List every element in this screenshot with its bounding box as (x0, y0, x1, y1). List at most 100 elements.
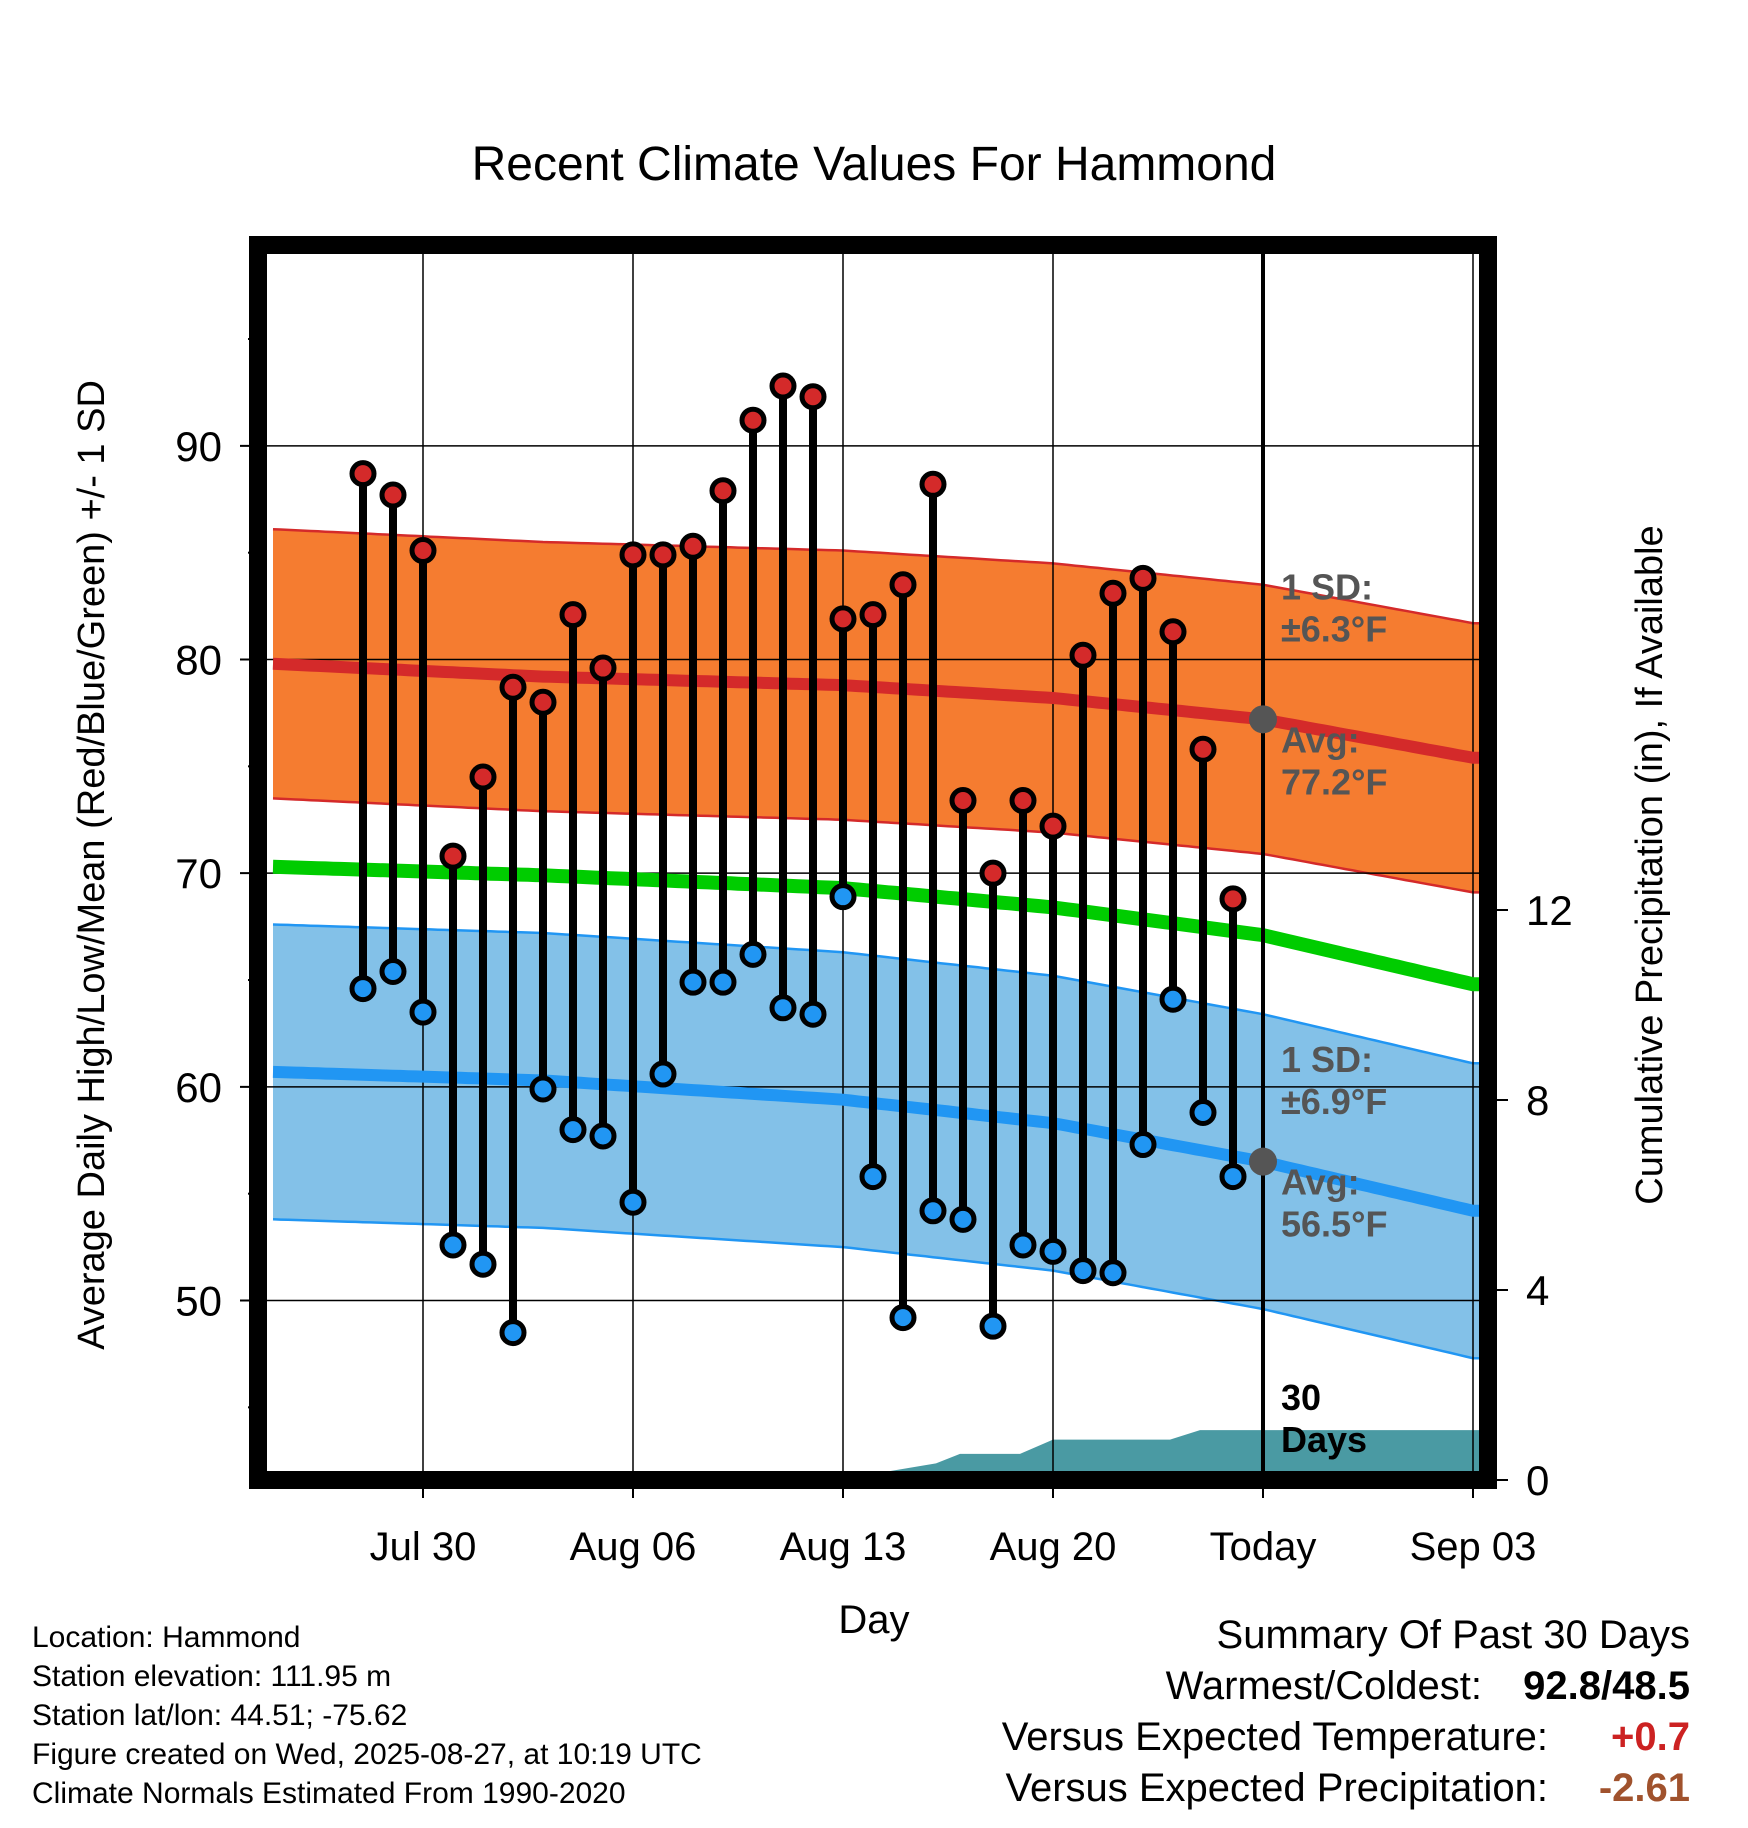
daily-low-point (439, 1231, 467, 1259)
y-tick-label: 50 (175, 1278, 222, 1325)
daily-low-point (1189, 1098, 1217, 1126)
daily-low-point (1099, 1259, 1127, 1287)
daily-low-point (409, 998, 437, 1026)
summary-precip: Versus Expected Precipitation: -2.61 (1002, 1763, 1690, 1814)
y-tick-label: 90 (175, 423, 222, 470)
daily-low-point (379, 957, 407, 985)
daily-low-point (469, 1250, 497, 1278)
daily-low-point (949, 1205, 977, 1233)
daily-low-point (1129, 1131, 1157, 1159)
y-right-tick-label: 12 (1526, 887, 1573, 934)
temp-vs-expected-value: +0.7 (1611, 1715, 1690, 1759)
y-right-tick-label: 8 (1526, 1077, 1549, 1124)
y-tick-label: 60 (175, 1064, 222, 1111)
daily-low-point (709, 968, 737, 996)
daily-low-point (529, 1075, 557, 1103)
daily-low-point (679, 968, 707, 996)
daily-low-point (1159, 985, 1187, 1013)
plot-frame (249, 236, 1497, 1489)
daily-high-point (1129, 564, 1157, 592)
normals-text: Climate Normals Estimated From 1990-2020 (32, 1777, 626, 1810)
daily-high-point (529, 688, 557, 716)
daily-high-point (1069, 641, 1097, 669)
x-tick-label: Sep 03 (1410, 1525, 1537, 1569)
high-avg-value-annotation: 77.2°F (1281, 761, 1387, 802)
today-high-avg-marker (1249, 705, 1277, 734)
daily-high-point (409, 537, 437, 565)
chart-title: Recent Climate Values For Hammond (472, 138, 1277, 191)
daily-high-point (1039, 812, 1067, 840)
y-tick-label: 70 (175, 850, 222, 897)
daily-low-point (1219, 1163, 1247, 1191)
daily-low-point (799, 1000, 827, 1028)
low-sd-annotation: 1 SD: (1281, 1039, 1373, 1080)
created-text: Figure created on Wed, 2025-08-27, at 10… (32, 1738, 702, 1771)
low-avg-annotation: Avg: (1281, 1162, 1360, 1203)
daily-high-point (1219, 885, 1247, 913)
period-annotation-days: Days (1281, 1419, 1367, 1460)
daily-high-point (859, 601, 887, 629)
y-right-tick-label: 0 (1526, 1457, 1549, 1504)
daily-high-point (919, 470, 947, 498)
daily-high-point (979, 859, 1007, 887)
y-axis-label-right: Cumulative Precipitation (in), If Availa… (1629, 525, 1671, 1204)
precip-vs-expected-value: -2.61 (1598, 1766, 1690, 1810)
daily-high-point (619, 541, 647, 569)
period-annotation: 30 (1281, 1377, 1321, 1418)
daily-high-point (1099, 579, 1127, 607)
summary-temp: Versus Expected Temperature: +0.7 (1002, 1712, 1690, 1763)
x-tick-label: Jul 30 (370, 1525, 477, 1569)
daily-high-point (589, 654, 617, 682)
low-sd-upper-edge (272, 923, 1488, 1065)
x-axis-label: Day (838, 1598, 909, 1642)
daily-low-point (619, 1188, 647, 1216)
daily-high-point (649, 541, 677, 569)
daily-high-point (799, 383, 827, 411)
latlon-text: Station lat/lon: 44.51; -75.62 (32, 1699, 408, 1732)
daily-high-point (349, 460, 377, 488)
high-sd-lower-edge (272, 797, 1488, 894)
high-avg-annotation: Avg: (1281, 719, 1360, 760)
daily-low-point (589, 1122, 617, 1150)
today-low-avg-marker (1249, 1147, 1277, 1176)
normal-mean-line (272, 859, 1488, 992)
y-axis-label-left: Average Daily High/Low/Mean (Red/Blue/Gr… (71, 380, 113, 1350)
daily-low-point (1069, 1257, 1097, 1285)
daily-low-point (1009, 1231, 1037, 1259)
precip-vs-expected-label: Versus Expected Precipitation: (1005, 1766, 1548, 1810)
x-tick-label: Aug 06 (570, 1525, 697, 1569)
y-right-tick-label: 4 (1526, 1267, 1549, 1314)
daily-high-point (1189, 735, 1217, 763)
low-avg-value-annotation: 56.5°F (1281, 1204, 1387, 1245)
x-tick-label: Today (1210, 1525, 1317, 1569)
high-sd-annotation: 1 SD: (1281, 567, 1373, 608)
daily-high-point (829, 605, 857, 633)
daily-low-point (889, 1304, 917, 1332)
daily-high-point (709, 477, 737, 505)
daily-low-point (769, 994, 797, 1022)
daily-high-point (1159, 618, 1187, 646)
station-info: Location: Hammond Station elevation: 111… (32, 1618, 702, 1813)
daily-low-point (739, 940, 767, 968)
daily-low-point (829, 883, 857, 911)
daily-low-point (1039, 1237, 1067, 1265)
daily-high-point (889, 571, 917, 599)
precipitation-area (837, 1430, 1488, 1480)
normal-high-line (272, 657, 1488, 764)
daily-high-point (679, 532, 707, 560)
high-sd-upper-edge (272, 527, 1488, 625)
low-sd-lower-edge (272, 1218, 1488, 1360)
daily-high-point (769, 372, 797, 400)
daily-high-point (379, 481, 407, 509)
elevation-text: Station elevation: 111.95 m (32, 1660, 392, 1693)
warmest-coldest-value: 92.8/48.5 (1523, 1664, 1690, 1708)
warmest-coldest-label: Warmest/Coldest: (1165, 1664, 1482, 1708)
temp-vs-expected-label: Versus Expected Temperature: (1001, 1715, 1548, 1759)
daily-high-point (559, 601, 587, 629)
daily-high-point (439, 842, 467, 870)
daily-low-point (559, 1116, 587, 1144)
daily-low-point (649, 1060, 677, 1088)
daily-high-point (949, 787, 977, 815)
location-text: Location: Hammond (32, 1621, 301, 1654)
